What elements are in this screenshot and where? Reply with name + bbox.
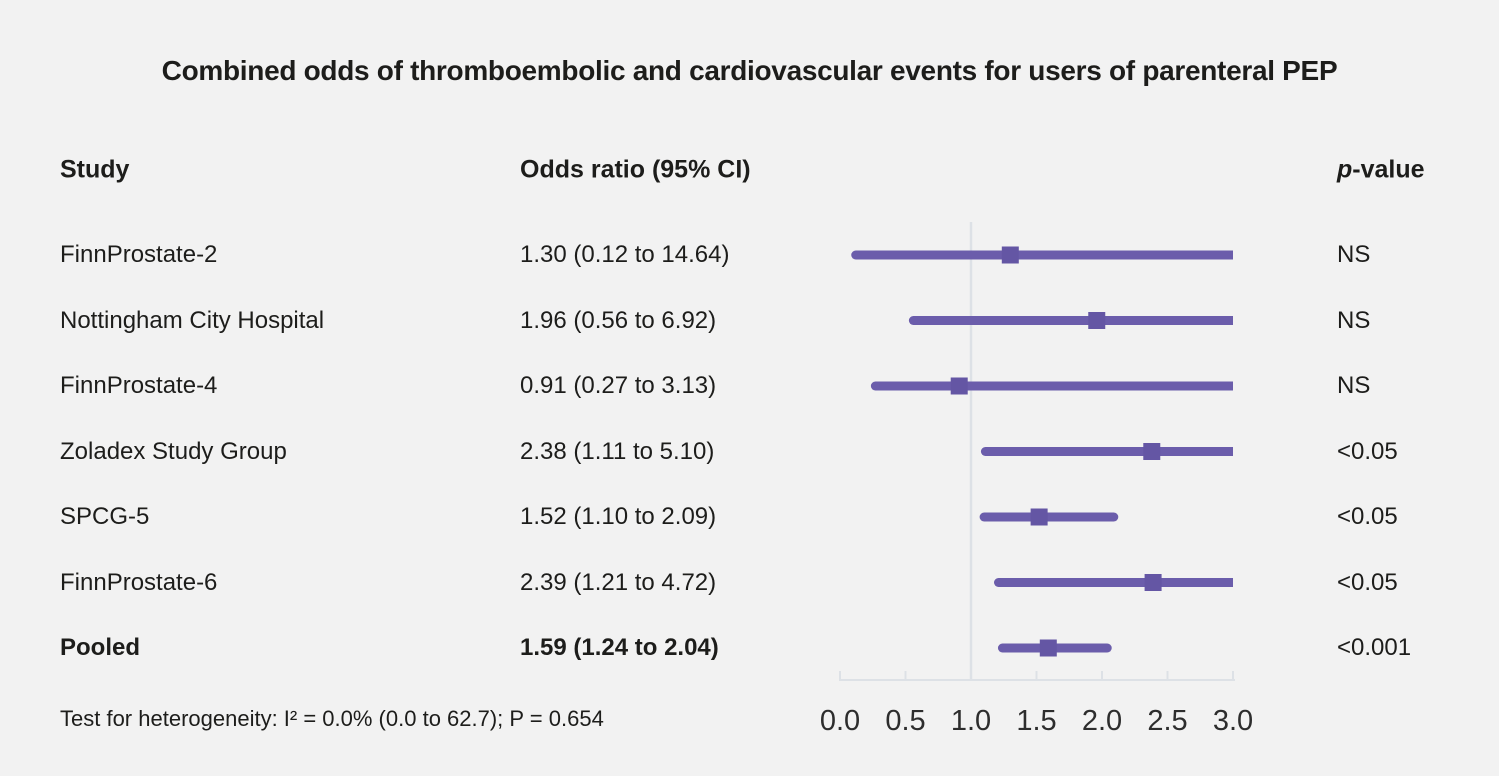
p-value-label: <0.05	[1337, 568, 1398, 596]
point-estimate-marker	[1001, 246, 1019, 264]
x-axis-ticks: 0.0 0.5 1.0 1.5 2.0 2.5 3.0	[820, 671, 1253, 737]
ci-cap-low	[979, 512, 989, 522]
point-estimate-marker	[1030, 508, 1048, 526]
point-estimate-marker	[1144, 574, 1162, 591]
study-label: FinnProstate-6	[60, 568, 218, 596]
forest-row-spcg-5	[979, 508, 1119, 526]
axis-tick-label: 0.5	[885, 705, 925, 737]
point-estimate-marker	[1088, 312, 1106, 329]
or-ci-label: 2.39 (1.21 to 4.72)	[520, 568, 717, 596]
point-estimate-marker	[1143, 443, 1161, 460]
figure-title: Combined odds of thromboembolic and card…	[161, 55, 1338, 86]
ci-cap-low	[908, 316, 918, 325]
or-ci-label: 1.30 (0.12 to 14.64)	[520, 241, 730, 268]
ci-cap-high	[1102, 643, 1112, 653]
p-italic: p	[1337, 155, 1353, 184]
or-ci-label: 1.52 (1.10 to 2.09)	[520, 503, 717, 530]
point-estimate-marker	[950, 377, 968, 395]
axis-tick-label: 2.5	[1147, 705, 1187, 737]
forest-row-zoladex-study-group	[980, 443, 1233, 460]
ci-cap-low	[980, 447, 990, 456]
axis-tick-label: 0.0	[820, 705, 860, 737]
axis-tick-label: 3.0	[1213, 705, 1253, 737]
column-header-odds-ratio: Odds ratio (95% CI)	[520, 155, 751, 184]
forest-row-pooled	[997, 639, 1112, 657]
ci-cap-low	[994, 578, 1004, 587]
forest-row-finnprostate-4	[870, 377, 1233, 395]
p-value-label: <0.05	[1337, 437, 1398, 465]
p-value-label: NS	[1337, 372, 1371, 399]
forest-row-finnprostate-2	[851, 246, 1233, 264]
or-ci-label: 1.96 (0.56 to 6.92)	[520, 306, 717, 334]
or-ci-label: 0.91 (0.27 to 3.13)	[520, 372, 717, 399]
column-header-p-value: p-value	[1337, 156, 1425, 185]
ci-cap-low	[997, 643, 1007, 653]
study-label: FinnProstate-2	[60, 241, 218, 268]
forest-row-finnprostate-6	[994, 574, 1233, 591]
axis-tick-label: 2.0	[1082, 705, 1122, 737]
study-label: Nottingham City Hospital	[60, 306, 325, 334]
p-value-label: NS	[1337, 306, 1371, 334]
study-label: Pooled	[60, 634, 141, 661]
column-header-study: Study	[60, 155, 130, 184]
axis-tick-label: 1.0	[951, 705, 991, 737]
ci-cap-high	[1109, 512, 1119, 522]
forest-row-nottingham-city-hospital	[908, 312, 1233, 329]
point-estimate-marker	[1039, 639, 1057, 657]
ci-cap-low	[870, 381, 880, 391]
ci-cap-low	[851, 250, 861, 260]
heterogeneity-note: Test for heterogeneity: I² = 0.0% (0.0 t…	[60, 706, 604, 731]
study-label: FinnProstate-4	[60, 372, 218, 399]
or-ci-label: 2.38 (1.11 to 5.10)	[520, 437, 715, 465]
study-label: Zoladex Study Group	[60, 437, 287, 465]
p-value-label: <0.05	[1337, 503, 1398, 530]
p-value-label: NS	[1337, 241, 1371, 268]
p-value-suffix: -value	[1352, 155, 1425, 184]
study-label: SPCG-5	[60, 503, 150, 530]
or-ci-label: 1.59 (1.24 to 2.04)	[520, 634, 719, 661]
p-value-label: <0.001	[1337, 634, 1412, 661]
axis-tick-label: 1.5	[1016, 705, 1056, 737]
